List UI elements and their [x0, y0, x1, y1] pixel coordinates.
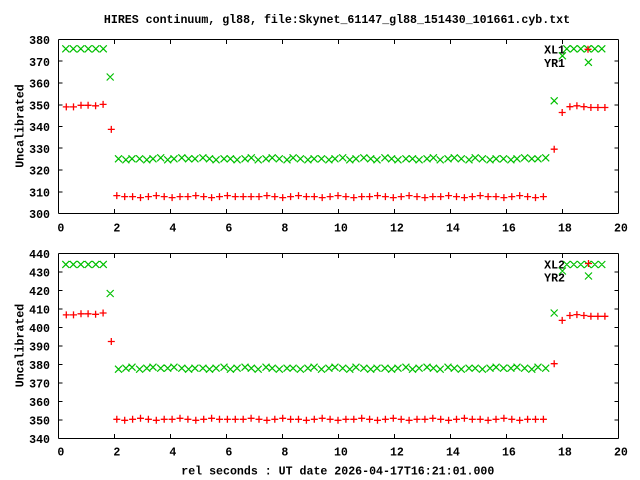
svg-text:380: 380 [29, 35, 50, 48]
svg-text:4: 4 [169, 446, 176, 459]
svg-text:14: 14 [446, 446, 460, 459]
svg-text:0: 0 [57, 222, 64, 235]
svg-text:18: 18 [558, 446, 572, 459]
svg-text:370: 370 [29, 379, 50, 392]
svg-text:430: 430 [29, 268, 50, 281]
svg-text:2: 2 [113, 222, 120, 235]
svg-text:360: 360 [29, 397, 50, 410]
svg-text:410: 410 [29, 305, 50, 318]
svg-text:320: 320 [29, 166, 50, 179]
svg-text:6: 6 [225, 222, 232, 235]
svg-text:16: 16 [502, 222, 516, 235]
svg-text:8: 8 [281, 446, 288, 459]
svg-text:20: 20 [614, 222, 628, 235]
svg-text:440: 440 [29, 249, 50, 262]
svg-text:330: 330 [29, 144, 50, 157]
svg-text:10: 10 [334, 222, 348, 235]
svg-text:Uncalibrated: Uncalibrated [15, 84, 28, 168]
svg-text:XL1: XL1 [544, 45, 565, 58]
svg-text:370: 370 [29, 57, 50, 70]
svg-text:14: 14 [446, 222, 460, 235]
svg-text:10: 10 [334, 446, 348, 459]
svg-text:420: 420 [29, 286, 50, 299]
svg-text:8: 8 [281, 222, 288, 235]
svg-text:20: 20 [614, 446, 628, 459]
svg-text:390: 390 [29, 342, 50, 355]
svg-text:4: 4 [169, 222, 176, 235]
svg-text:YR2: YR2 [544, 273, 565, 286]
svg-text:HIRES continuum, gl88, file:Sk: HIRES continuum, gl88, file:Skynet_61147… [104, 14, 570, 27]
svg-text:YR1: YR1 [544, 58, 565, 71]
svg-text:350: 350 [29, 100, 50, 113]
svg-text:400: 400 [29, 323, 50, 336]
svg-text:Uncalibrated: Uncalibrated [15, 304, 28, 388]
svg-text:350: 350 [29, 416, 50, 429]
svg-text:0: 0 [57, 446, 64, 459]
svg-text:12: 12 [390, 222, 404, 235]
svg-text:340: 340 [29, 122, 50, 135]
svg-text:310: 310 [29, 187, 50, 200]
svg-text:18: 18 [558, 222, 572, 235]
svg-text:6: 6 [225, 446, 232, 459]
svg-text:380: 380 [29, 360, 50, 373]
svg-text:12: 12 [390, 446, 404, 459]
svg-text:340: 340 [29, 434, 50, 447]
svg-text:300: 300 [29, 209, 50, 222]
svg-text:rel seconds : UT date 2026-04-: rel seconds : UT date 2026-04-17T16:21:0… [181, 465, 494, 478]
svg-text:16: 16 [502, 446, 516, 459]
svg-text:360: 360 [29, 79, 50, 92]
svg-text:2: 2 [113, 446, 120, 459]
